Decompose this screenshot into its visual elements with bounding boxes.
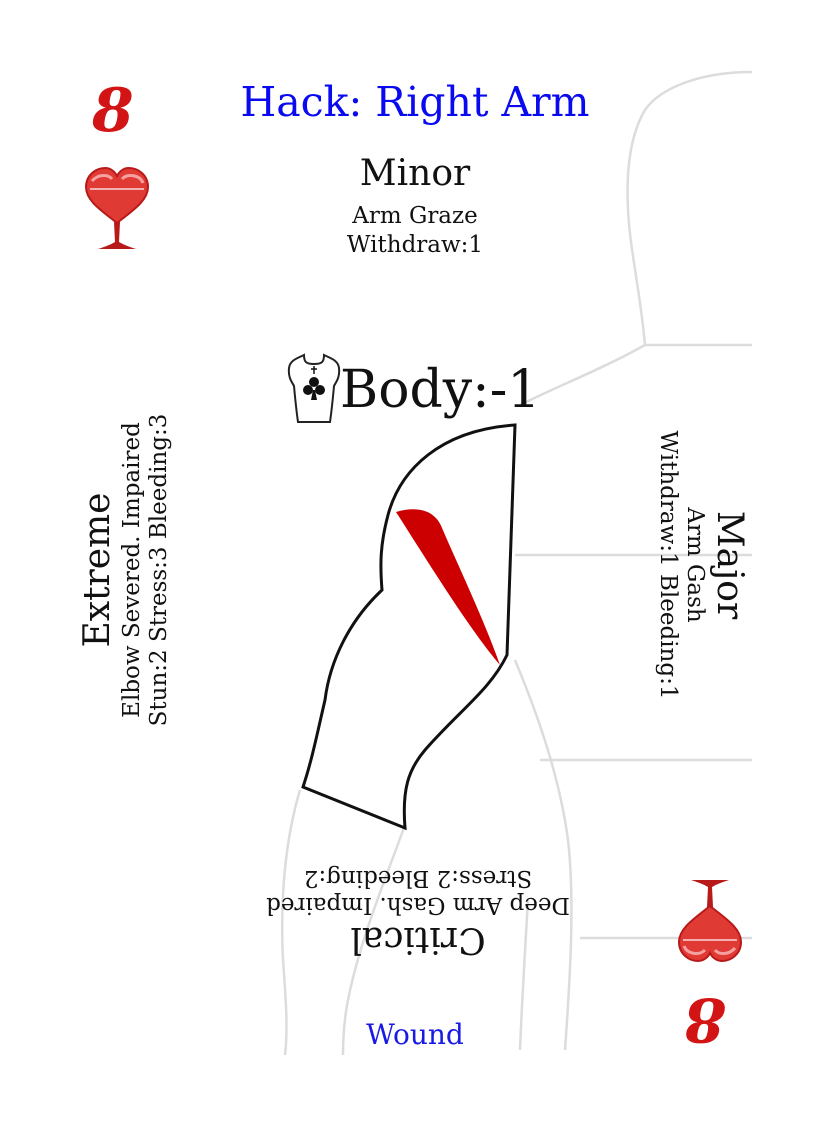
minor-effect: Arm Graze [352,203,478,229]
extreme-section: Extreme Elbow Severed. Impaired Stun:2 S… [77,380,217,760]
critical-section: Critical Deep Arm Gash. Impaired Stress:… [238,835,598,960]
critical-effect: Deep Arm Gash. Impaired [266,892,570,918]
minor-heading: Minor [359,153,471,194]
card-type-label: Wound [366,1018,464,1051]
minor-stats: Withdraw:1 [346,232,484,258]
critical-stats: Stress:2 Bleeding:2 [303,865,533,891]
heart-goblet-icon [677,880,743,963]
major-heading: Major [709,510,750,620]
major-section: Major Arm Gash Withdraw:1 Bleeding:1 [600,395,750,735]
wound-mark [396,509,500,665]
extreme-stats: Stun:2 Stress:3 Bleeding:3 [146,413,172,727]
heart-goblet-icon [84,166,150,249]
extreme-heading: Extreme [77,492,118,648]
extreme-effect: Elbow Severed. Impaired [119,422,145,718]
rank-bottom-right: 8 [684,984,726,1054]
major-stats: Withdraw:1 Bleeding:1 [655,430,681,700]
rank-top-left: 8 [92,76,134,146]
critical-heading: Critical [350,919,486,960]
major-effect: Arm Gash [682,507,708,623]
body-modifier: Body:-1 [340,360,541,420]
torso-club-icon [287,353,341,423]
card-title: Hack: Right Arm [240,78,590,126]
arm-outline [301,423,517,831]
